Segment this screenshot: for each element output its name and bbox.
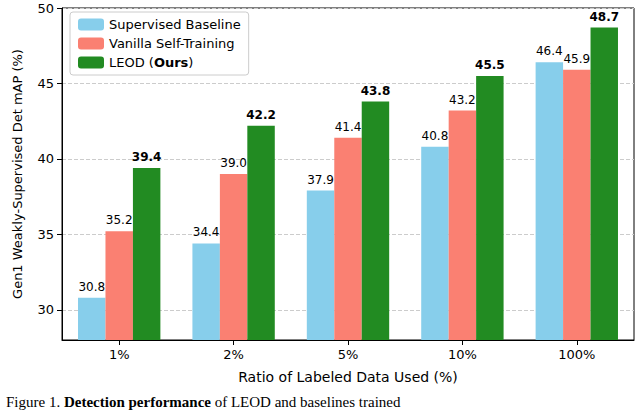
svg-text:45: 45 (37, 76, 54, 91)
html-text:Figure 1. Detection performanc: Figure 1. Detection performance of LEOD … (6, 394, 401, 410)
svg-text:35.2: 35.2 (106, 213, 133, 227)
svg-text:40.8: 40.8 (422, 129, 449, 143)
svg-text:Supervised Baseline: Supervised Baseline (109, 17, 241, 32)
svg-text:39.0: 39.0 (220, 156, 247, 170)
svg-text:Vanilla Self-Training: Vanilla Self-Training (109, 36, 235, 51)
svg-text:46.4: 46.4 (536, 44, 563, 58)
svg-text:10%: 10% (448, 347, 477, 362)
svg-text:34.4: 34.4 (193, 225, 220, 239)
svg-text:50: 50 (37, 1, 54, 16)
svg-text:): ) (188, 55, 193, 70)
svg-text:30.8: 30.8 (78, 280, 105, 294)
svg-text:48.7: 48.7 (589, 10, 619, 24)
svg-text:LEOD (: LEOD ( (109, 55, 154, 70)
svg-text:39.4: 39.4 (132, 150, 162, 164)
svg-text:Gen1 Weakly-Supervised Det mAP: Gen1 Weakly-Supervised Det mAP (%) (10, 49, 25, 299)
svg-text:1%: 1% (109, 347, 130, 362)
svg-text:42.2: 42.2 (246, 108, 276, 122)
svg-text:5%: 5% (338, 347, 359, 362)
svg-text:Ratio of Labeled Data Used (%): Ratio of Labeled Data Used (%) (238, 369, 458, 385)
svg-text:41.4: 41.4 (335, 120, 362, 134)
svg-text:Ours: Ours (154, 55, 189, 70)
svg-text:100%: 100% (558, 347, 595, 362)
svg-text:35: 35 (37, 227, 54, 242)
svg-text:43.8: 43.8 (361, 84, 391, 98)
svg-text:43.2: 43.2 (449, 93, 476, 107)
svg-text:2%: 2% (223, 347, 244, 362)
svg-text:45.5: 45.5 (475, 58, 505, 72)
svg-text:30: 30 (37, 302, 54, 317)
svg-text:37.9: 37.9 (307, 173, 334, 187)
svg-text:40: 40 (37, 151, 54, 166)
svg-text:45.9: 45.9 (563, 52, 590, 66)
